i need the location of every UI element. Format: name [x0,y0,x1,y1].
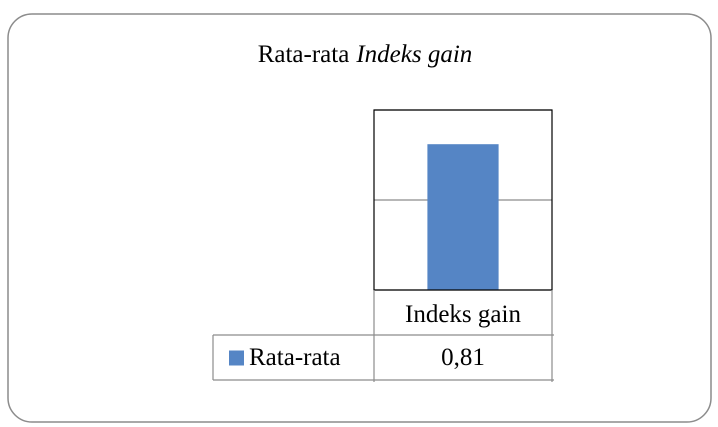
chart-title: Rata-rata Indeks gain [258,41,473,68]
legend-label: Rata-rata [249,344,341,371]
bar [427,144,499,290]
legend-swatch [229,350,244,366]
data-label: 0,81 [441,344,485,371]
chart-frame [7,13,712,423]
title-part: Rata-rata [258,41,350,68]
x-tick-label: Indeks gain [405,301,521,328]
title-part: Indeks gain [355,41,472,68]
plot-area [373,109,553,291]
